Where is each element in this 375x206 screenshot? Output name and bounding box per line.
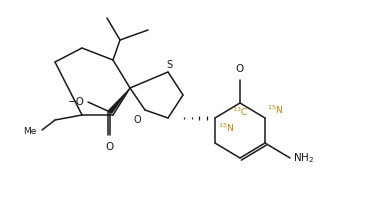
Text: $^{15}$N: $^{15}$N — [267, 104, 283, 116]
Polygon shape — [108, 88, 130, 114]
Text: Me: Me — [24, 128, 37, 137]
Text: −O: −O — [68, 97, 85, 107]
Text: $^{13}$C: $^{13}$C — [232, 106, 248, 118]
Text: O: O — [236, 64, 244, 74]
Text: NH$_2$: NH$_2$ — [293, 151, 314, 165]
Text: $^{15}$N: $^{15}$N — [218, 122, 234, 134]
Text: O: O — [134, 115, 141, 125]
Text: S: S — [166, 60, 172, 70]
Text: O: O — [106, 142, 114, 152]
